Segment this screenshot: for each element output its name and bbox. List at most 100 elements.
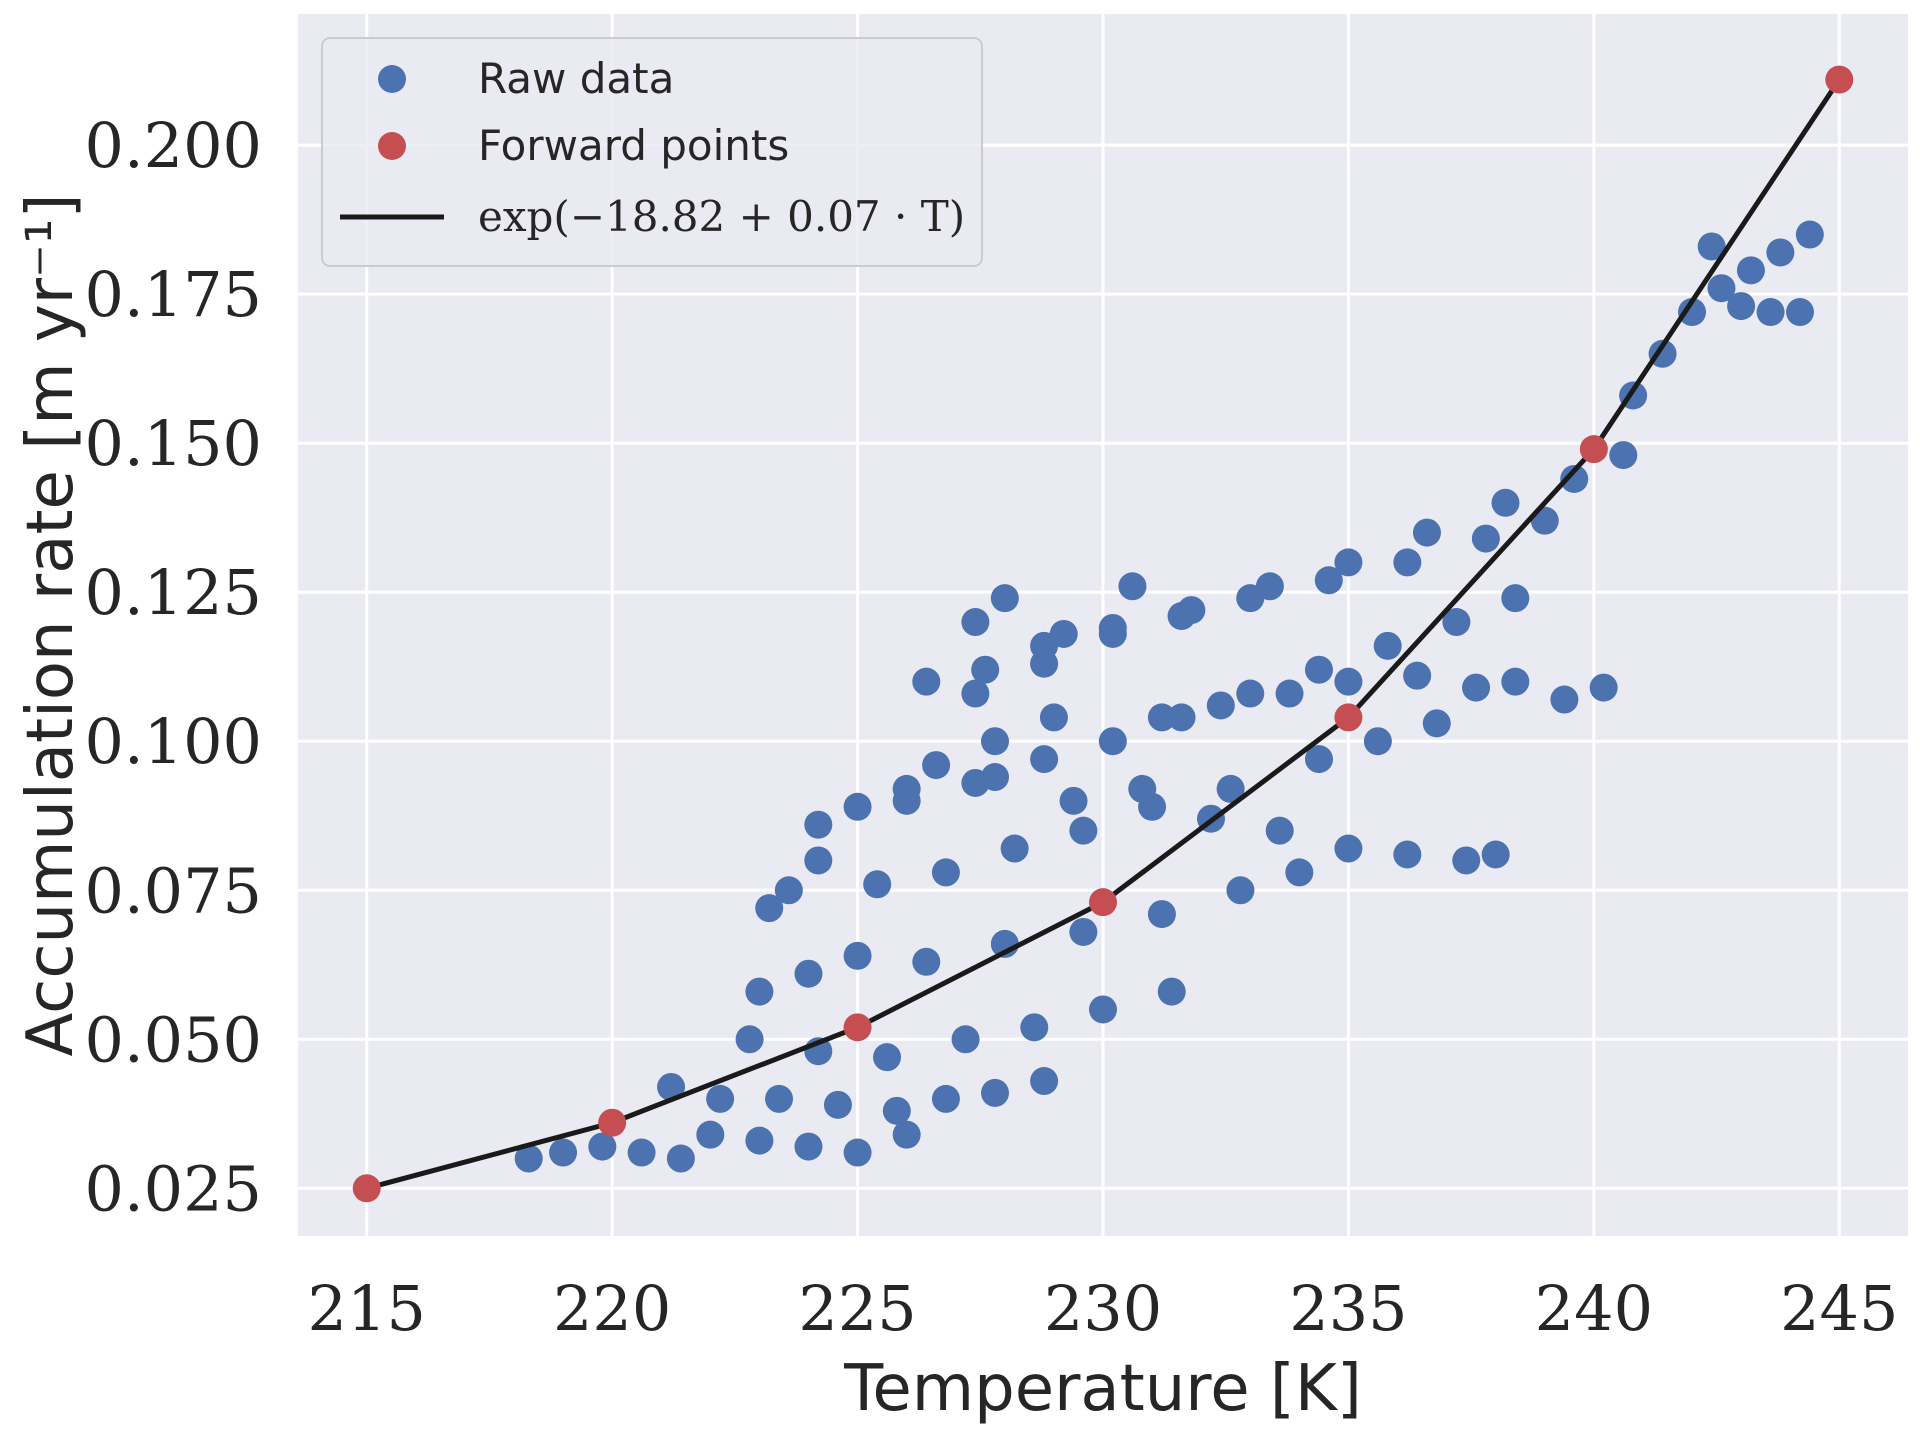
y-tick-label: 0.050 [85,1003,263,1076]
raw-data-point [1030,1067,1059,1096]
raw-data-point [1373,631,1402,660]
y-tick-label: 0.125 [85,556,263,629]
raw-data-point [843,792,872,821]
raw-data-point [1609,441,1638,470]
x-axis-label: Temperature [K] [843,1352,1362,1426]
y-tick-label: 0.075 [85,854,263,927]
raw-data-point [706,1084,735,1113]
raw-data-point [1304,745,1333,774]
raw-data-point [1501,584,1530,613]
raw-data-point [794,959,823,988]
raw-data-point [1069,917,1098,946]
raw-data-point [981,763,1010,792]
raw-data-point [1393,840,1422,869]
raw-data-point [912,947,941,976]
raw-data-point [971,655,1000,684]
x-tick-label: 220 [553,1272,671,1345]
raw-data-point [1412,518,1441,547]
raw-data-point [745,1126,774,1155]
raw-data-point [981,1078,1010,1107]
raw-data-point [1020,1013,1049,1042]
raw-data-point [882,1096,911,1125]
raw-data-point [873,1043,902,1072]
raw-data-point [514,1144,543,1173]
raw-data-point [1098,613,1127,642]
forward-point [352,1174,381,1203]
raw-data-point [1334,548,1363,577]
raw-data-point [981,727,1010,756]
raw-data-point [1403,661,1432,690]
forward-point [1334,703,1363,732]
raw-data-point [1501,667,1530,696]
raw-data-point [1000,834,1029,863]
raw-data-point [1226,876,1255,905]
raw-data-point [1678,298,1707,327]
y-tick-label: 0.100 [85,705,263,778]
raw-data-point [1128,774,1157,803]
raw-data-point [1275,679,1304,708]
raw-data-point [794,1132,823,1161]
raw-data-point [1236,584,1265,613]
raw-data-point [1089,995,1117,1024]
raw-data-point [1167,602,1196,631]
raw-data-point [1727,292,1756,321]
raw-data-point [931,858,960,887]
raw-data-point [1795,220,1824,249]
raw-data-point [1648,339,1677,368]
raw-data-point [1167,703,1196,732]
raw-data-point [1265,816,1294,845]
raw-data-point [961,608,990,637]
raw-data-point [931,1084,960,1113]
x-tick-label: 245 [1780,1272,1898,1345]
raw-data-point [804,846,833,875]
raw-data-point [1030,745,1059,774]
raw-data-point [961,679,990,708]
y-tick-label: 0.175 [85,258,263,331]
x-tick-label: 225 [798,1272,916,1345]
y-tick-label: 0.200 [85,109,263,182]
raw-data-point [627,1138,656,1167]
legend-raw-marker [378,65,406,93]
raw-data-point [1756,298,1785,327]
raw-data-point [1236,679,1265,708]
raw-data-point [1069,816,1098,845]
legend-raw-label: Raw data [478,54,674,103]
raw-data-point [1049,619,1078,648]
legend-box [321,37,983,267]
raw-data-point [1363,727,1392,756]
x-tick-label: 230 [1044,1272,1162,1345]
forward-point [598,1108,627,1137]
raw-data-point [1157,977,1186,1006]
raw-data-point [765,1084,794,1113]
forward-point [1089,888,1117,917]
raw-data-point [922,751,951,780]
y-tick-label: 0.150 [85,407,263,480]
legend-fit-label: exp(−18.82 + 0.07 · T) [478,192,965,241]
raw-data-point [735,1025,764,1054]
raw-data-point [1481,840,1510,869]
raw-data-point [1039,703,1068,732]
x-tick-label: 240 [1535,1272,1653,1345]
raw-data-point [1736,256,1765,285]
forward-point [1579,435,1608,464]
raw-data-point [892,1120,921,1149]
raw-data-point [1206,691,1235,720]
raw-data-point [1707,274,1736,303]
legend-forward-marker [378,132,406,160]
raw-data-point [745,977,774,1006]
raw-data-point [1147,900,1176,929]
raw-data-point [823,1090,852,1119]
raw-data-point [843,941,872,970]
raw-data-point [1471,524,1500,553]
raw-data-point [804,810,833,839]
raw-data-series [514,220,1824,1173]
y-tick-labels: 0.025 0.050 0.075 0.100 0.125 0.150 0.175 0.200 [85,109,263,1225]
raw-data-point [1491,488,1520,517]
raw-data-point [1216,774,1245,803]
raw-data-point [1442,608,1471,637]
raw-data-point [1334,834,1363,863]
raw-data-point [1589,673,1618,702]
x-tick-labels: 215 220 225 230 235 240 245 [308,1272,1899,1345]
raw-data-point [1147,703,1176,732]
